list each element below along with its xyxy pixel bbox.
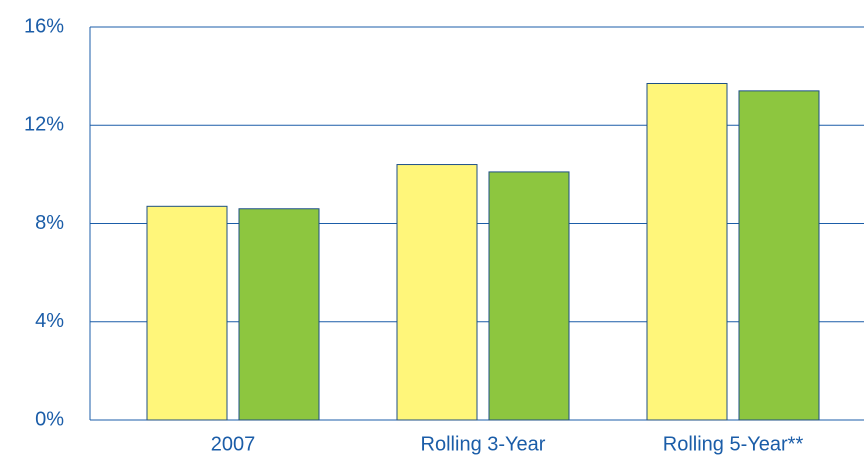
x-tick-label: Rolling 5-Year** [663, 433, 804, 455]
x-tick-label: Rolling 3-Year [421, 433, 546, 455]
y-tick-label: 0% [35, 408, 64, 430]
bar [238, 208, 320, 421]
y-tick-label: 8% [35, 212, 64, 234]
x-tick-label: 2007 [211, 433, 256, 455]
bar [738, 90, 820, 421]
bar [488, 171, 570, 421]
bar [146, 205, 228, 421]
y-tick-label: 12% [24, 114, 64, 136]
bar [396, 164, 478, 421]
y-tick-label: 16% [24, 15, 64, 37]
bar [646, 82, 728, 421]
y-tick-label: 4% [35, 310, 64, 332]
